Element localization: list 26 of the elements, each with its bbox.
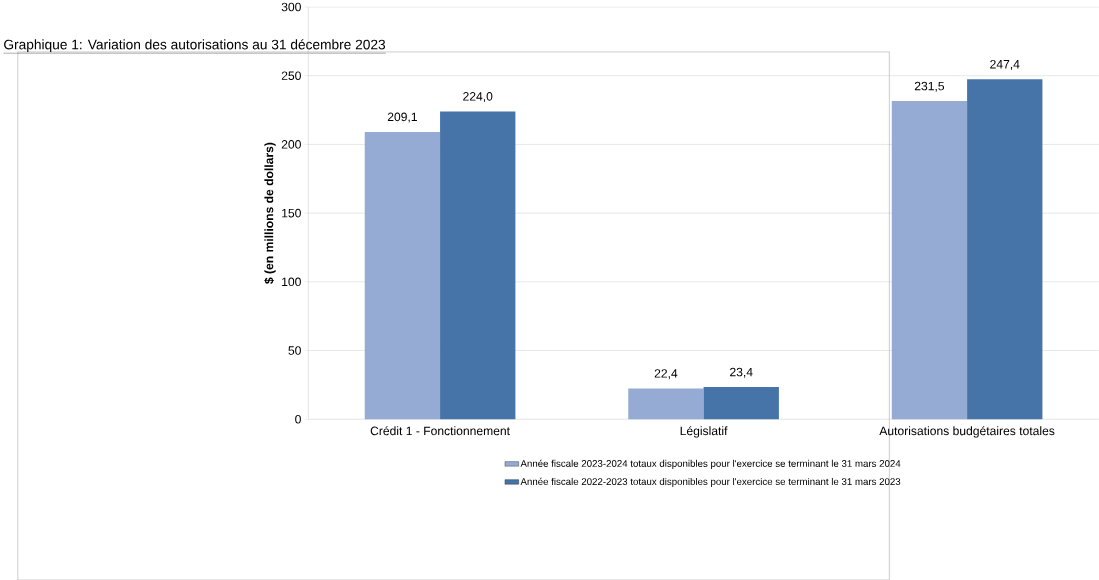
bar bbox=[967, 79, 1043, 420]
text: Graphique 1: Variation des autorisations au 31 décembre 2023 bbox=[4, 38, 386, 52]
y-tick-label: 150 bbox=[282, 208, 301, 218]
y-tick-label: 250 bbox=[281, 71, 301, 80]
y-axis-title: $ (en millions de dollars) bbox=[264, 142, 276, 284]
bar bbox=[364, 131, 441, 420]
bar bbox=[703, 386, 779, 420]
bar bbox=[628, 388, 704, 420]
x-tick-label: Crédit 1 - Fonctionnement bbox=[370, 425, 510, 435]
data-label: 22,4 bbox=[654, 368, 678, 379]
y-tick-label: 200 bbox=[281, 139, 301, 149]
y-tick-label: 0 bbox=[295, 414, 301, 424]
y-tick-label: 100 bbox=[282, 277, 301, 286]
data-label: 224,0 bbox=[463, 91, 493, 102]
data-label: 231,5 bbox=[914, 81, 945, 92]
bar bbox=[891, 100, 968, 420]
data-label: 209,1 bbox=[387, 112, 417, 123]
x-tick-label: Autorisations budgétaires totales bbox=[879, 425, 1055, 438]
bar bbox=[440, 111, 516, 420]
legend-label: Année fiscale 2022-2023 totaux disponibles pour l'exercice se terminant le 31 mars 2023 bbox=[520, 477, 901, 487]
data-label: 247,4 bbox=[990, 59, 1020, 70]
legend-label: Année fiscale 2023-2024 totaux disponibles pour l'exercice se terminant le 31 mars 2024 bbox=[520, 459, 901, 469]
data-label: 23,4 bbox=[730, 367, 753, 378]
y-tick-label: 50 bbox=[288, 346, 301, 355]
y-tick-label: 300 bbox=[281, 2, 301, 12]
x-tick-label: Législatif bbox=[680, 425, 728, 438]
